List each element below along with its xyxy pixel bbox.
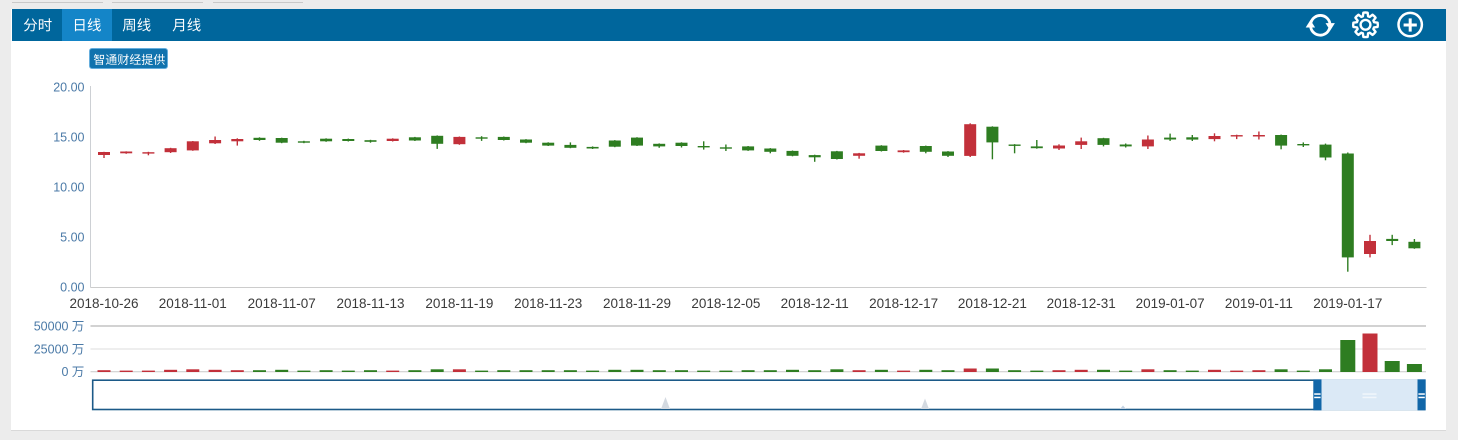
svg-text:2019-01-17: 2019-01-17 (1313, 296, 1382, 311)
svg-text:2018-11-29: 2018-11-29 (603, 296, 671, 311)
svg-text:2018-12-21: 2018-12-21 (958, 296, 1027, 311)
svg-text:2018-11-13: 2018-11-13 (336, 296, 404, 311)
svg-text:25000: 25000 (34, 342, 69, 356)
svg-text:2018-12-31: 2018-12-31 (1047, 296, 1116, 311)
svg-text:2018-12-05: 2018-12-05 (691, 296, 760, 311)
svg-text:15.00: 15.00 (53, 130, 84, 144)
svg-text:2018-11-01: 2018-11-01 (159, 296, 227, 311)
svg-text:2019-01-07: 2019-01-07 (1136, 296, 1205, 311)
svg-text:2018-10-26: 2018-10-26 (69, 296, 138, 311)
svg-text:50000: 50000 (34, 319, 69, 333)
svg-text:2018-12-17: 2018-12-17 (869, 296, 938, 311)
svg-text:20.00: 20.00 (53, 80, 84, 94)
svg-text:0.00: 0.00 (60, 280, 84, 294)
svg-text:2018-11-19: 2018-11-19 (425, 296, 493, 311)
svg-text:2018-12-11: 2018-12-11 (781, 296, 849, 311)
svg-text:2019-01-11: 2019-01-11 (1225, 296, 1293, 311)
svg-text:2018-11-23: 2018-11-23 (514, 296, 582, 311)
svg-text:5.00: 5.00 (60, 230, 84, 244)
svg-text:0: 0 (62, 365, 69, 379)
svg-text:2018-11-07: 2018-11-07 (248, 296, 316, 311)
svg-text:10.00: 10.00 (53, 180, 84, 194)
